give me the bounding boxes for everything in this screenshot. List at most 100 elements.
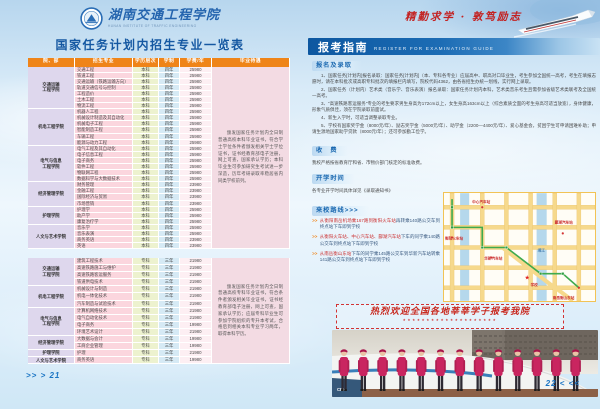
majors-table-title: 国家任务计划内招生专业一览表 <box>55 38 245 52</box>
cell-level: 专科 <box>133 293 159 301</box>
cell-years: 三年 <box>159 307 180 315</box>
cell-years: 四年 <box>159 231 180 238</box>
table-row: 交通运输（铁路运输方向） 本科 四年 25980 <box>28 78 290 85</box>
route-item: >> 从衡阳南岳机场乘167路到衡阳火车站再转乘140路公交车到终点站下车即到学校 <box>312 218 440 230</box>
cell-fee: 21980 <box>180 258 212 266</box>
cell-level: 本科 <box>133 218 159 225</box>
cell-years: 三年 <box>159 321 180 329</box>
cell-years: 四年 <box>159 164 180 171</box>
cell-college: 经济管理学院 <box>28 182 75 207</box>
cell-years: 四年 <box>159 115 180 122</box>
cell-years: 三年 <box>159 314 180 322</box>
cell-level: 本科 <box>133 243 159 250</box>
table-row: 助产学 本科 四年 25980 <box>28 212 290 219</box>
cell-level: 本科 <box>133 182 159 189</box>
cell-major: 机械设计制造及其自动化 <box>75 115 133 122</box>
graduation-note: 颁发国家任务计划内全日制普通高校本科毕业证书，符合学士学位条件者颁发相关学士学位… <box>218 130 283 183</box>
table-row: 人文与艺术学院 商务英语 专科 三年 19980 <box>28 357 290 365</box>
banner-stars-decoration: ★★★★★★★★★★★★★★★★★★★★ <box>402 318 498 322</box>
cell-fee: 25980 <box>180 231 212 238</box>
school-emblem-icon <box>80 7 103 30</box>
cell-fee: 25980 <box>180 78 212 85</box>
cell-major: 轨道交通信号与控制 <box>75 84 133 91</box>
cell-major: 护理 <box>75 350 133 358</box>
cell-level: 本科 <box>133 78 159 85</box>
students-train-photo: CRH <box>332 330 598 397</box>
cell-fee: 25980 <box>180 90 212 97</box>
cell-fee: 21980 <box>180 307 212 315</box>
cell-fee: 21980 <box>180 300 212 308</box>
cell-years: 三年 <box>159 279 180 287</box>
welcome-banner: 热烈欢迎全国各地莘莘学子报考我院 ★★★★★★★★★★★★★★★★★★★★ <box>336 304 564 329</box>
cell-level: 本科 <box>133 103 159 110</box>
cell-major: 能源与动力工程 <box>75 139 133 146</box>
cell-fee: 25980 <box>180 151 212 158</box>
cell-years: 四年 <box>159 127 180 134</box>
route-highlight: 从衡阳火车站、中心汽车站、酃湖汽车站 <box>319 234 401 240</box>
table-row: 物流工程 本科 四年 25980 <box>28 103 290 110</box>
cell-years: 四年 <box>159 133 180 140</box>
cell-college: 护理学院 <box>28 350 75 358</box>
cell-fee: 25980 <box>180 66 212 73</box>
cell-level: 本科 <box>133 188 159 195</box>
table-row: 土木工程 本科 四年 25980 <box>28 96 290 104</box>
cell-level: 本科 <box>133 145 159 152</box>
second-train <box>332 378 362 397</box>
cell-fee: 21980 <box>180 272 212 280</box>
table-row: 电气与信息 工程学院 电气工程及其自动化 本科 四年 25980 <box>28 145 290 183</box>
table-row: 金融工程 本科 四年 23980 <box>28 188 290 195</box>
map-label: 华新汽车站 <box>484 256 502 261</box>
cell-college: 电气与信息 工程学院 <box>28 145 75 183</box>
cell-years: 四年 <box>159 188 180 195</box>
cell-major: 智能制造工程 <box>75 127 133 134</box>
cell-fee: 19980 <box>180 357 212 365</box>
column-header: 院、部 <box>28 58 75 67</box>
cell-fee: 21980 <box>180 328 212 337</box>
cell-college: 机电工程学院 <box>28 286 75 308</box>
cell-major: 电子商务 <box>75 321 133 329</box>
cell-fee: 19980 <box>180 321 212 329</box>
page-left: 湖南交通工程学院 HUNAN INSTITUTE OF TRAFFIC ENGI… <box>0 7 300 380</box>
section-title-semester-start: 开学时间 <box>312 174 355 184</box>
welcome-banner-text: 热烈欢迎全国各地莘莘学子报考我院 <box>369 307 530 317</box>
cell-level: 专科 <box>133 279 159 287</box>
school-name: 湖南交通工程学院 <box>107 8 220 23</box>
cell-fee: 25980 <box>180 103 212 110</box>
table-row: 康复治疗学 本科 四年 25980 <box>28 218 290 225</box>
page-number-left: >> > 21 <box>26 371 61 380</box>
route-list: >> 从衡阳南岳机场乘167路到衡阳火车站再转乘140路公交车到终点站下车即到学校… <box>312 218 440 267</box>
campus-photo: CRH 22 < << <box>332 330 598 397</box>
cell-years: 三年 <box>159 286 180 294</box>
cell-major: 电气工程及其自动化 <box>75 145 133 152</box>
cell-years: 四年 <box>159 109 180 116</box>
route-highlight: 从南岳衡山东站 <box>319 250 352 256</box>
cell-years: 四年 <box>159 200 180 207</box>
route-rest: 下车的同学乘145路公交车到华新汽车站转乘141路公交车到终点站下车即到学校 <box>319 250 440 263</box>
cell-fee: 25980 <box>180 109 212 116</box>
cell-fee: 23980 <box>180 200 212 207</box>
cell-years: 四年 <box>159 66 180 73</box>
fees-text: 我校严格按省教育厅和省、市物价部门核定的标准收费。 <box>312 160 425 165</box>
route-rest: 下车的同学乘140路公交车到终点站下车即到学校 <box>319 234 440 246</box>
cell-years: 四年 <box>159 170 180 177</box>
page-right: 精勤求学 · 敦笃励志 报考指南 REGISTER FOR EXAMINATIO… <box>300 0 600 409</box>
page-number-right: 22 < << <box>545 379 580 388</box>
cell-level: 专科 <box>133 258 159 266</box>
cell-major: 数据科学与大数据技术 <box>75 176 133 183</box>
cell-fee: 25980 <box>180 164 212 171</box>
cell-fee: 21980 <box>180 350 212 358</box>
cell-fee: 25980 <box>180 121 212 128</box>
enrollment-item: 1、国家任务[计划内]报名录取：国家任务[计划内]（本、专科各专业）应届高中、职… <box>312 73 596 85</box>
cell-major: 铁道工程 <box>75 72 133 79</box>
cell-years: 四年 <box>159 237 180 244</box>
column-header: 学制 <box>159 58 180 67</box>
cell-fee: 21980 <box>180 265 212 273</box>
cell-level: 本科 <box>133 66 159 73</box>
cell-years: 四年 <box>159 157 180 164</box>
school-logo: 湖南交通工程学院 HUNAN INSTITUTE OF TRAFFIC ENGI… <box>0 7 300 30</box>
cell-level: 本科 <box>133 133 159 140</box>
cell-years: 四年 <box>159 103 180 110</box>
cell-major: 汽车制造与试验技术 <box>75 300 133 308</box>
cell-major: 物联网工程 <box>75 170 133 177</box>
